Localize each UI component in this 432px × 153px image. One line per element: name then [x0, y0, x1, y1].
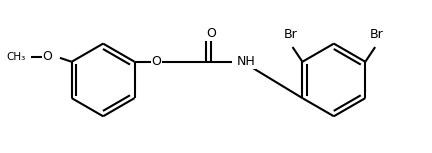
Text: O: O — [42, 50, 52, 63]
Text: O: O — [151, 55, 161, 68]
Text: Br: Br — [284, 28, 298, 41]
Text: Br: Br — [370, 28, 384, 41]
Text: CH₃: CH₃ — [6, 52, 25, 62]
Text: O: O — [206, 27, 216, 40]
Text: NH: NH — [237, 55, 255, 68]
